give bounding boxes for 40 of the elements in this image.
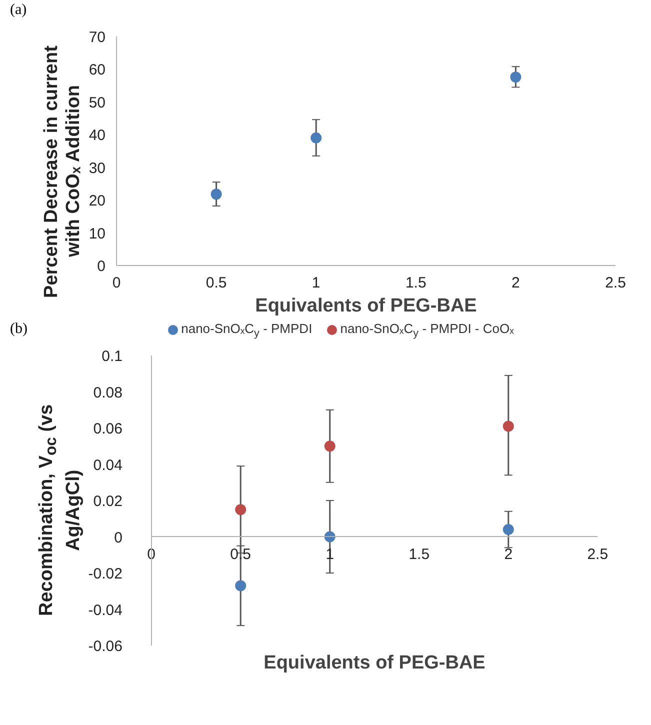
text: (a) xyxy=(10,2,27,18)
point xyxy=(502,420,514,432)
x-tick-label: 1.5 xyxy=(405,274,426,292)
x-tick-label: 1.5 xyxy=(408,546,430,563)
y-tick-label: 50 xyxy=(88,94,106,112)
point xyxy=(210,188,222,200)
y-tick-label: -0.06 xyxy=(88,638,123,655)
y-tick-label: -0.02 xyxy=(88,566,123,582)
y-tick-label: 0.08 xyxy=(93,384,123,402)
point xyxy=(324,440,336,452)
y-tick-label: 0.04 xyxy=(93,456,123,474)
point xyxy=(235,504,246,516)
y-tick-label: 0 xyxy=(114,529,122,546)
y-tick-label: 40 xyxy=(88,127,106,144)
x-axis-title: Equivalents of PEG-BAE xyxy=(264,652,486,674)
y-tick-label: 20 xyxy=(88,192,106,210)
y-tick-label: 0.02 xyxy=(93,493,123,510)
y-tick-label: -0.04 xyxy=(88,602,123,619)
point xyxy=(310,132,322,144)
point xyxy=(235,580,246,592)
x-axis-title: Equivalents of PEG-BAE xyxy=(255,296,477,316)
y-tick-label: 30 xyxy=(88,160,106,177)
y-tick-label: 0.06 xyxy=(93,420,123,438)
y-tick-label: 0.1 xyxy=(102,348,123,365)
x-tick-label: 0.5 xyxy=(206,274,227,292)
y-tick-label: 70 xyxy=(88,29,106,46)
point xyxy=(510,72,522,83)
legend-label: nano-SnOₓC$_{y}$ - PMPDI - CoOₓ xyxy=(340,321,514,340)
x-tick-label: 2 xyxy=(504,546,513,563)
point xyxy=(502,524,514,535)
x-tick-label: 2.5 xyxy=(587,546,608,563)
y-tick-label: 10 xyxy=(88,225,106,242)
x-tick-label: 2 xyxy=(512,274,520,292)
legend-label: nano-SnOₓC$_{y}$ - PMPDI xyxy=(181,321,312,340)
text: (b) xyxy=(10,321,28,337)
y-tick-label: 60 xyxy=(88,62,106,79)
y-tick-label: 0 xyxy=(97,258,106,275)
x-tick-label: 2.5 xyxy=(605,274,626,292)
x-tick-label: 1 xyxy=(312,274,320,292)
y-axis-title: Percent Decrease in current with CoOₓ Addition xyxy=(41,44,85,299)
